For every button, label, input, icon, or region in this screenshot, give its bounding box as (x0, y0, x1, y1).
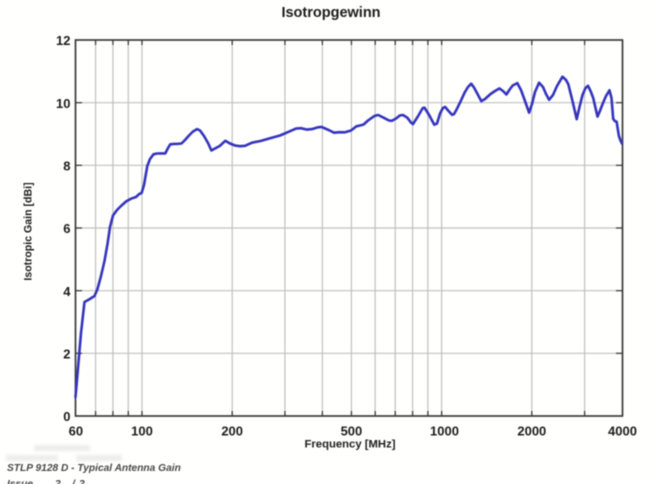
svg-text:Isotropgewinn: Isotropgewinn (281, 5, 380, 21)
svg-text:100: 100 (131, 423, 153, 438)
svg-text:8: 8 (63, 159, 70, 174)
svg-text:200: 200 (221, 423, 243, 438)
svg-text:1000: 1000 (430, 423, 459, 438)
svg-text:4: 4 (63, 284, 71, 299)
svg-text:2: 2 (63, 347, 70, 362)
svg-text:6: 6 (63, 221, 70, 236)
svg-text:Frequency [MHz]: Frequency [MHz] (304, 439, 395, 451)
svg-text:12: 12 (56, 33, 70, 48)
svg-text:60: 60 (69, 423, 83, 438)
svg-text:4000: 4000 (608, 423, 637, 438)
svg-text:Isotropic Gain [dBi]: Isotropic Gain [dBi] (23, 182, 35, 280)
svg-text:10: 10 (56, 96, 70, 111)
svg-text:2000: 2000 (517, 423, 546, 438)
svg-text:0: 0 (63, 409, 70, 424)
svg-text:500: 500 (341, 423, 363, 438)
